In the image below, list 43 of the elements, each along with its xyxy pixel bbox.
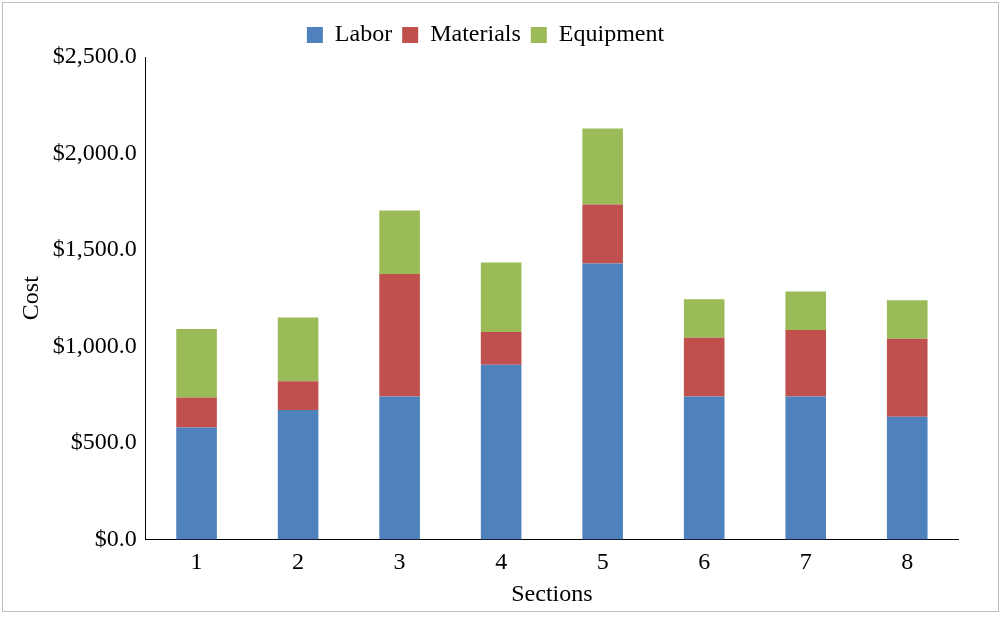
x-tick-label: 1 [190,548,203,575]
bar [886,416,928,540]
bar [582,263,623,540]
bar [683,396,725,540]
x-tick-label: 4 [495,548,508,575]
y-axis-title: Cost [16,275,43,321]
bar [176,329,217,398]
bar [785,330,827,397]
bar [582,204,623,264]
bar [277,410,319,540]
bar [582,128,623,205]
bar [480,262,522,332]
bar [379,274,420,397]
bar [480,364,522,540]
bar [480,331,522,365]
legend-label: Equipment [558,20,665,47]
bar [785,396,827,540]
legend-label: Materials [430,20,521,47]
x-tick-label: 3 [393,548,406,575]
y-tick-label: $2,500.0 [52,42,137,69]
bar [176,397,217,428]
legend-label: Labor [334,20,393,47]
y-tick-label: $0.0 [94,524,137,551]
y-tick-label: $1,500.0 [52,235,137,262]
x-tick-label: 2 [292,548,305,575]
bar [379,210,420,275]
bar [379,396,420,540]
bar [277,317,319,382]
bar [277,381,319,411]
y-tick-label: $2,000.0 [52,138,137,165]
bar [785,291,827,331]
x-tick-label: 5 [596,548,609,575]
x-tick-label: 8 [901,548,914,575]
bar [683,337,725,397]
x-axis-title: Sections [511,579,593,606]
bar [886,338,928,417]
bar [176,427,217,540]
x-tick-label: 6 [698,548,711,575]
x-tick-label: 7 [799,548,812,575]
y-tick-label: $500.0 [70,428,137,455]
y-tick-label: $1,000.0 [52,331,137,358]
bar [886,300,928,339]
bar [683,299,725,338]
